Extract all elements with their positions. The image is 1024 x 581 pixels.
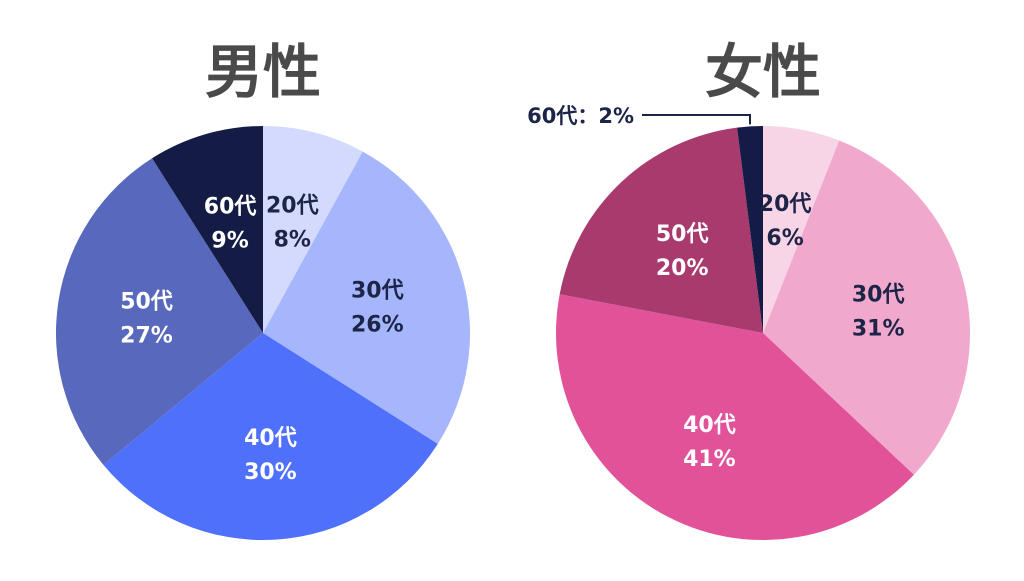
female-slice-percent-3: 20% xyxy=(656,256,709,281)
female-slice-1 xyxy=(763,140,970,475)
male-slice-3 xyxy=(55,158,264,465)
female-slice-category-0: 20代 xyxy=(759,192,812,217)
male-slice-percent-1: 26% xyxy=(351,313,404,338)
male-slice-percent-3: 27% xyxy=(120,324,173,349)
female-slice-3 xyxy=(559,127,763,333)
male-slice-0 xyxy=(263,126,363,333)
female-pie xyxy=(556,125,970,540)
male-slice-category-1: 30代 xyxy=(351,279,404,304)
male-slice-percent-2: 30% xyxy=(244,460,297,485)
male-chart-title: 男性 xyxy=(205,38,321,106)
female-slice-4 xyxy=(737,125,763,333)
male-slice-1 xyxy=(263,151,471,444)
male-slice-4 xyxy=(152,125,263,333)
male-slice-percent-4: 9% xyxy=(211,229,248,254)
female-slice-category-2: 40代 xyxy=(683,413,736,438)
male-slice-category-0: 20代 xyxy=(266,194,319,219)
female-slice-category-1: 30代 xyxy=(852,282,905,307)
female-chart-title: 女性 xyxy=(705,38,821,106)
male-pie xyxy=(55,125,471,541)
female-slice-percent-2: 41% xyxy=(683,447,736,472)
male-slice-percent-0: 8% xyxy=(274,228,311,253)
male-slice-category-4: 60代 xyxy=(204,195,257,220)
female-slice-percent-1: 31% xyxy=(852,316,905,341)
female-slice-percent-0: 6% xyxy=(766,226,803,251)
male-slice-2 xyxy=(103,333,438,541)
male-slice-category-2: 40代 xyxy=(244,426,297,451)
male-slice-category-3: 50代 xyxy=(120,290,173,315)
female-callout-label: 60代：2% xyxy=(527,104,634,128)
female-slice-0 xyxy=(763,126,840,333)
female-slice-2 xyxy=(556,294,914,540)
female-callout-line xyxy=(642,114,751,125)
female-slice-category-3: 50代 xyxy=(656,222,709,247)
